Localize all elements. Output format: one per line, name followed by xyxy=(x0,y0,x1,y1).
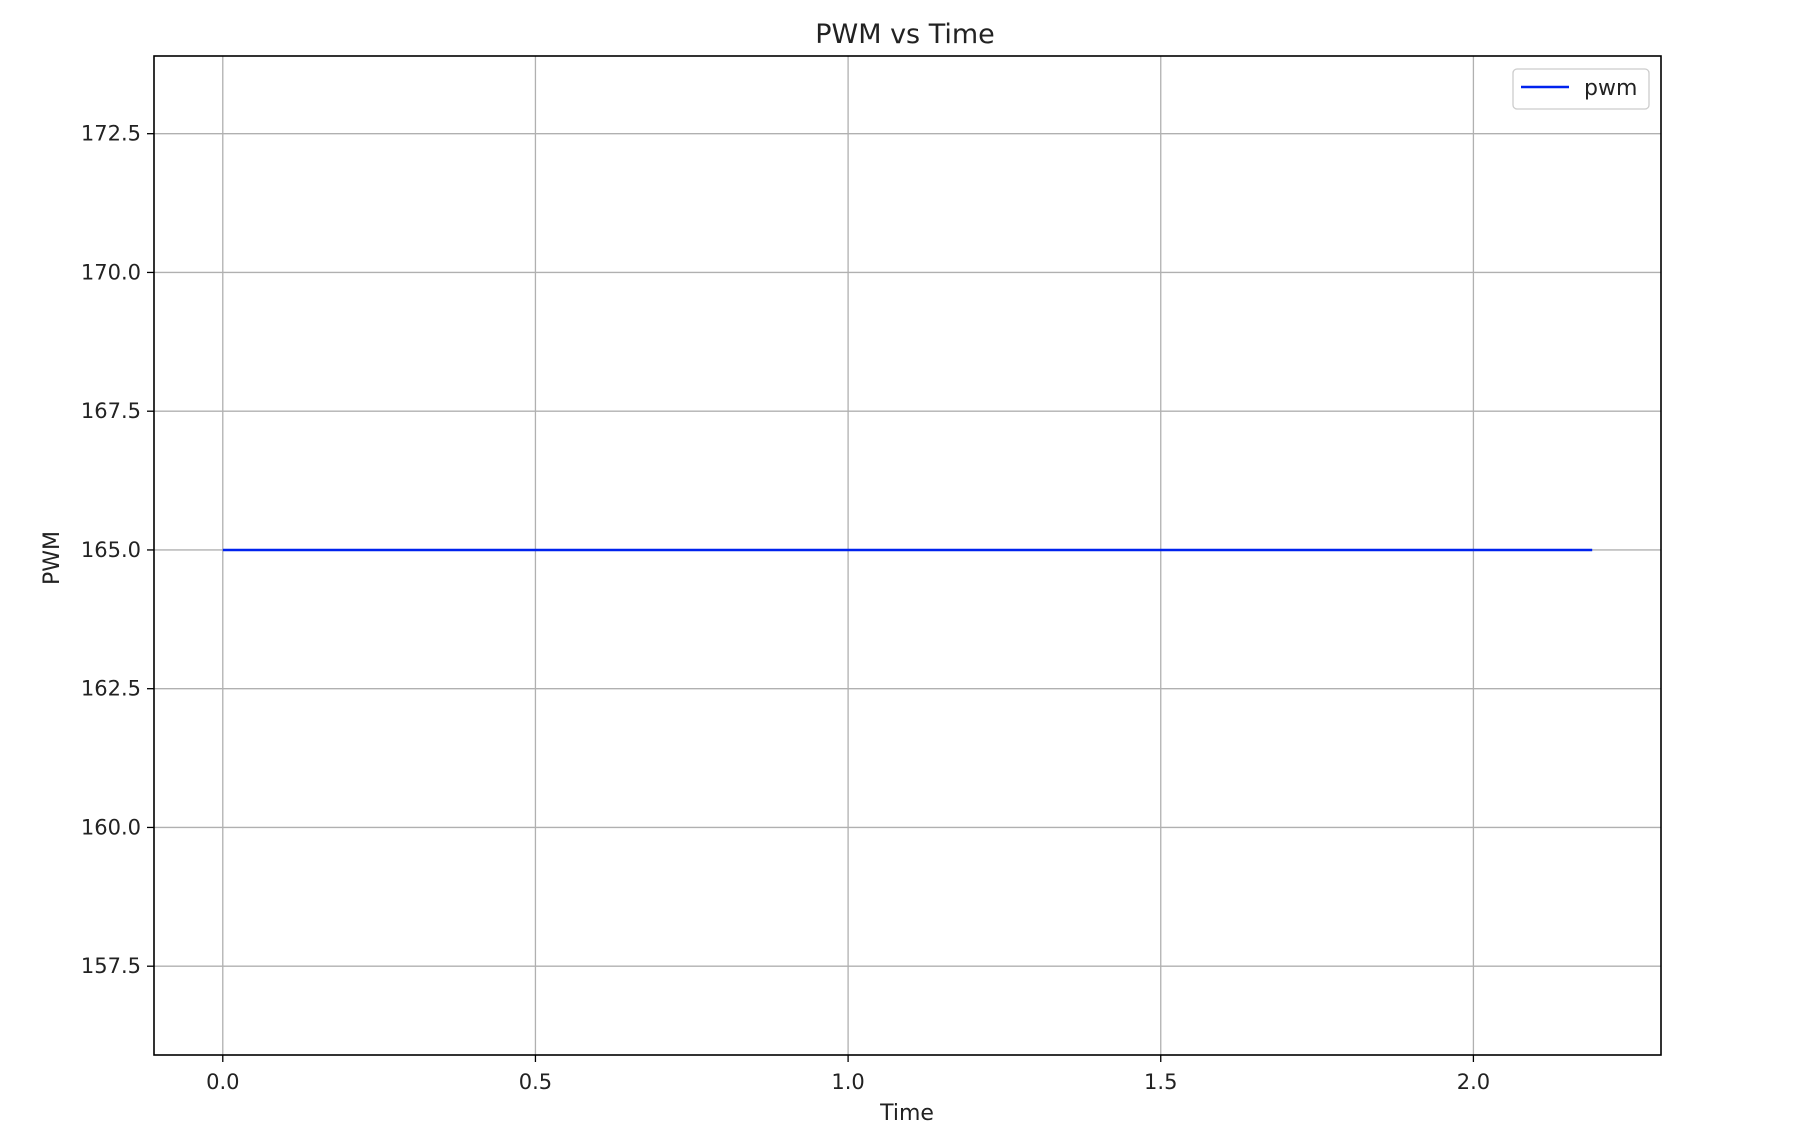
y-tick-label: 162.5 xyxy=(81,677,141,701)
x-tick-label: 1.5 xyxy=(1144,1070,1177,1094)
y-axis-label: PWM xyxy=(40,531,65,585)
x-axis-label: Time xyxy=(879,1101,934,1126)
legend-label-pwm: pwm xyxy=(1584,76,1637,101)
x-tick-label: 1.0 xyxy=(831,1070,864,1094)
y-tick-label: 160.0 xyxy=(81,815,141,839)
plot-area-frame xyxy=(153,55,1662,1056)
y-tick-label: 170.0 xyxy=(81,260,141,284)
y-tick-label: 167.5 xyxy=(81,399,141,423)
y-tick-label: 165.0 xyxy=(81,538,141,562)
x-axis-ticks: 0.0 0.5 1.0 1.5 2.0 xyxy=(206,1055,1490,1094)
legend: pwm xyxy=(1512,68,1650,110)
y-axis-ticks: 157.5 160.0 162.5 165.0 167.5 170.0 172.5 xyxy=(81,122,154,978)
x-tick-label: 2.0 xyxy=(1457,1070,1490,1094)
y-tick-label: 172.5 xyxy=(81,122,141,146)
x-tick-label: 0.5 xyxy=(519,1070,552,1094)
x-tick-label: 0.0 xyxy=(206,1070,239,1094)
y-tick-label: 157.5 xyxy=(81,954,141,978)
legend-box xyxy=(1512,68,1650,110)
chart-title: PWM vs Time xyxy=(815,19,995,50)
